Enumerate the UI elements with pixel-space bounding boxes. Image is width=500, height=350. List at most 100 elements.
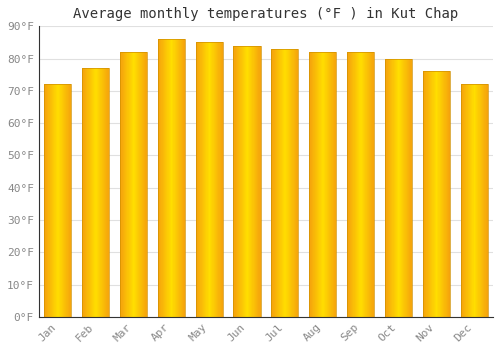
- Bar: [135, 52, 136, 317]
- Bar: [180, 39, 181, 317]
- Bar: [485, 84, 486, 317]
- Bar: [140, 52, 141, 317]
- Bar: [123, 52, 124, 317]
- Bar: [358, 52, 359, 317]
- Bar: [48, 84, 49, 317]
- Bar: [141, 52, 142, 317]
- Bar: [288, 49, 289, 317]
- Bar: [320, 52, 321, 317]
- Bar: [275, 49, 276, 317]
- Bar: [482, 84, 483, 317]
- Bar: [289, 49, 290, 317]
- Bar: [162, 39, 163, 317]
- Bar: [434, 71, 435, 317]
- Bar: [472, 84, 473, 317]
- Bar: [422, 71, 450, 317]
- Bar: [249, 46, 250, 317]
- Bar: [461, 84, 462, 317]
- Bar: [394, 58, 395, 317]
- Bar: [310, 52, 312, 317]
- Bar: [169, 39, 170, 317]
- Bar: [271, 49, 298, 317]
- Bar: [173, 39, 174, 317]
- Bar: [102, 68, 103, 317]
- Bar: [402, 58, 403, 317]
- Bar: [356, 52, 357, 317]
- Bar: [122, 52, 123, 317]
- Bar: [390, 58, 391, 317]
- Bar: [371, 52, 372, 317]
- Bar: [429, 71, 430, 317]
- Bar: [199, 42, 200, 317]
- Bar: [146, 52, 147, 317]
- Bar: [214, 42, 215, 317]
- Bar: [200, 42, 201, 317]
- Bar: [410, 58, 411, 317]
- Bar: [373, 52, 374, 317]
- Bar: [256, 46, 257, 317]
- Bar: [316, 52, 318, 317]
- Bar: [370, 52, 371, 317]
- Bar: [259, 46, 260, 317]
- Bar: [92, 68, 93, 317]
- Bar: [103, 68, 104, 317]
- Bar: [83, 68, 84, 317]
- Bar: [120, 52, 147, 317]
- Bar: [399, 58, 400, 317]
- Bar: [309, 52, 336, 317]
- Bar: [178, 39, 179, 317]
- Bar: [104, 68, 105, 317]
- Bar: [164, 39, 165, 317]
- Bar: [313, 52, 314, 317]
- Bar: [234, 46, 260, 317]
- Bar: [255, 46, 256, 317]
- Bar: [283, 49, 284, 317]
- Bar: [431, 71, 432, 317]
- Bar: [487, 84, 488, 317]
- Bar: [290, 49, 291, 317]
- Bar: [427, 71, 428, 317]
- Bar: [167, 39, 168, 317]
- Bar: [321, 52, 322, 317]
- Bar: [360, 52, 361, 317]
- Bar: [484, 84, 485, 317]
- Bar: [108, 68, 109, 317]
- Bar: [470, 84, 471, 317]
- Bar: [216, 42, 217, 317]
- Bar: [400, 58, 401, 317]
- Bar: [272, 49, 273, 317]
- Bar: [397, 58, 398, 317]
- Bar: [168, 39, 169, 317]
- Bar: [348, 52, 349, 317]
- Bar: [98, 68, 99, 317]
- Bar: [334, 52, 335, 317]
- Bar: [430, 71, 431, 317]
- Bar: [55, 84, 56, 317]
- Bar: [90, 68, 91, 317]
- Bar: [129, 52, 130, 317]
- Bar: [469, 84, 470, 317]
- Bar: [101, 68, 102, 317]
- Bar: [99, 68, 100, 317]
- Bar: [325, 52, 326, 317]
- Bar: [465, 84, 466, 317]
- Bar: [333, 52, 334, 317]
- Bar: [126, 52, 127, 317]
- Bar: [67, 84, 68, 317]
- Bar: [49, 84, 50, 317]
- Bar: [353, 52, 354, 317]
- Bar: [138, 52, 139, 317]
- Bar: [213, 42, 214, 317]
- Bar: [166, 39, 167, 317]
- Bar: [276, 49, 277, 317]
- Bar: [53, 84, 54, 317]
- Bar: [128, 52, 129, 317]
- Bar: [241, 46, 242, 317]
- Bar: [88, 68, 89, 317]
- Bar: [170, 39, 171, 317]
- Bar: [466, 84, 467, 317]
- Bar: [324, 52, 325, 317]
- Bar: [245, 46, 246, 317]
- Bar: [387, 58, 388, 317]
- Bar: [93, 68, 94, 317]
